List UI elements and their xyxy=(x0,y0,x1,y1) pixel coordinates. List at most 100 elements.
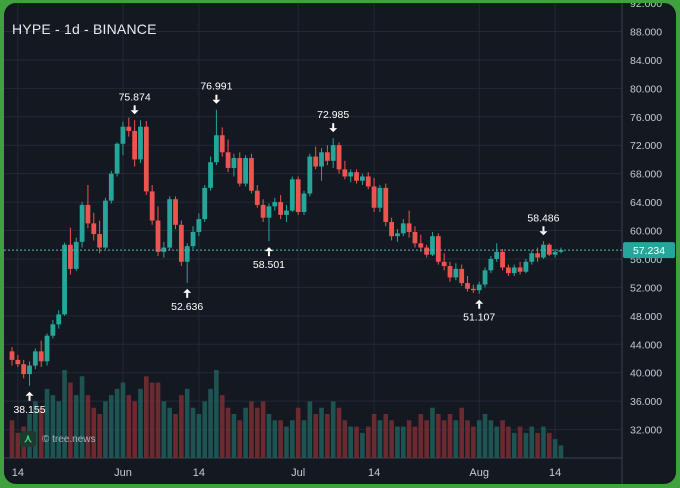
candle-body xyxy=(365,176,371,187)
low-annotation-label: 38.155 xyxy=(13,404,45,416)
high-arrow-stem xyxy=(542,226,545,232)
candle-body xyxy=(208,162,213,188)
candle-body xyxy=(9,351,15,360)
candle-body xyxy=(79,204,85,242)
high-arrow-icon xyxy=(212,99,221,104)
candle-body xyxy=(68,244,73,269)
candle-body xyxy=(430,236,435,255)
candle-body xyxy=(336,145,342,170)
volume-bar xyxy=(196,414,202,458)
candle-body xyxy=(313,156,319,167)
candle-body xyxy=(500,251,505,268)
low-arrow-icon xyxy=(475,299,484,304)
candle-body xyxy=(324,152,330,161)
volume-bar xyxy=(50,395,56,458)
candle-body xyxy=(435,236,441,262)
candle-body xyxy=(44,335,50,362)
x-tick-label: 14 xyxy=(549,467,561,479)
chart-panel: 92.000 88.000 84.000 80.000 76.000 72.000 68.0… xyxy=(4,3,676,484)
volume-bar xyxy=(529,426,535,458)
candle-body xyxy=(91,223,97,235)
watermark-text: © tree.news xyxy=(42,433,96,445)
y-tick-label: 80.000 xyxy=(630,83,662,95)
volume-bar xyxy=(459,407,464,458)
candle-body xyxy=(511,267,517,274)
volume-bar xyxy=(219,395,225,458)
candle-body xyxy=(470,288,476,291)
watermark: ⋏ © tree.news xyxy=(20,431,96,447)
tree-news-logo-icon: ⋏ xyxy=(20,431,36,447)
y-tick-label: 36.000 xyxy=(630,396,662,408)
volume-bar xyxy=(144,376,149,458)
candle-body xyxy=(319,152,324,167)
y-tick-label: 48.000 xyxy=(630,311,662,323)
volume-bar xyxy=(237,420,243,458)
volume-bar xyxy=(179,395,184,458)
candle-body xyxy=(132,130,138,160)
candle-body xyxy=(289,179,295,211)
candle-body xyxy=(85,204,91,224)
candle-body xyxy=(38,351,44,362)
volume-bar xyxy=(231,414,237,458)
candle-body xyxy=(529,253,535,262)
volume-bar xyxy=(161,401,167,458)
high-arrow-stem xyxy=(215,94,218,100)
candle-body xyxy=(266,206,272,218)
volume-bar xyxy=(167,407,172,458)
candle-body xyxy=(231,157,237,168)
candle-body xyxy=(424,247,430,255)
volume-bar xyxy=(56,401,62,458)
x-tick-label: 14 xyxy=(368,467,380,479)
candle-body xyxy=(465,283,470,289)
volume-bar xyxy=(225,407,231,458)
candle-body xyxy=(476,284,482,291)
y-tick-label: 72.000 xyxy=(630,140,662,152)
volume-bar xyxy=(453,420,459,458)
low-arrow-stem xyxy=(186,292,189,298)
volume-bar xyxy=(138,388,143,458)
low-annotation-label: 51.107 xyxy=(463,312,495,324)
volume-bar xyxy=(500,420,505,458)
y-tick-label: 40.000 xyxy=(630,368,662,380)
volume-bar xyxy=(73,395,79,458)
low-annotation-label: 58.501 xyxy=(253,259,285,271)
volume-bar xyxy=(471,426,476,458)
volume-bar xyxy=(126,395,132,458)
volume-bar xyxy=(254,407,260,458)
volume-bar xyxy=(348,426,354,458)
candlestick-chart[interactable]: 92.000 88.000 84.000 80.000 76.000 72.000 68.0… xyxy=(4,3,676,484)
x-tick-label: Jul xyxy=(291,467,305,479)
volume-bar xyxy=(383,414,389,458)
y-tick-label: 52.000 xyxy=(630,282,662,294)
volume-bar xyxy=(436,414,441,458)
candle-body xyxy=(342,169,348,177)
candle-body xyxy=(348,172,354,177)
candle-body xyxy=(114,143,120,174)
candle-body xyxy=(272,202,278,207)
candle-body xyxy=(482,270,488,285)
candle-body xyxy=(260,204,266,218)
candle-body xyxy=(377,187,383,208)
candle-body xyxy=(196,219,202,232)
volume-bar xyxy=(319,407,324,458)
candle-body xyxy=(184,246,190,262)
volume-bar xyxy=(400,426,406,458)
volume-bar xyxy=(91,407,97,458)
candle-body xyxy=(202,187,208,220)
low-arrow-icon xyxy=(264,247,273,252)
low-arrow-stem xyxy=(28,395,31,401)
volume-bar xyxy=(278,420,283,458)
volume-bar xyxy=(476,420,482,458)
volume-bar xyxy=(249,401,254,458)
high-arrow-stem xyxy=(133,105,136,111)
candle-body xyxy=(190,231,196,247)
y-tick-label: 60.000 xyxy=(630,226,662,238)
candle-body xyxy=(161,247,167,252)
candle-body xyxy=(523,261,529,272)
candle-body xyxy=(412,231,418,244)
candle-body xyxy=(108,173,114,201)
volume-bar xyxy=(290,420,295,458)
volume-bar xyxy=(68,382,73,458)
high-arrow-icon xyxy=(539,231,548,236)
candle-body xyxy=(103,200,108,248)
